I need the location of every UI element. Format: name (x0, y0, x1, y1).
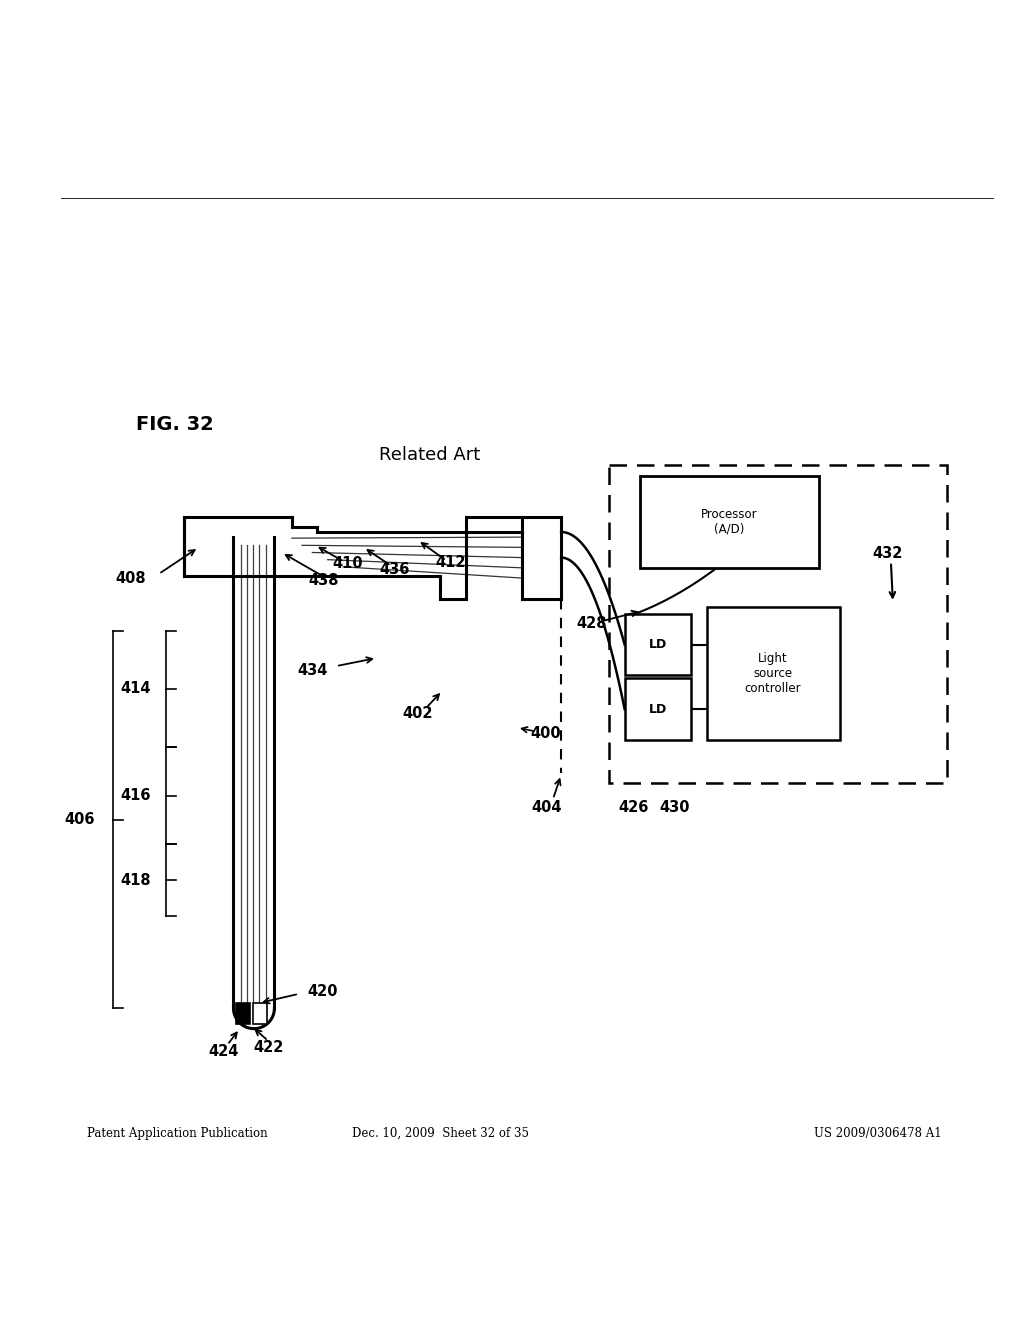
Text: 426: 426 (618, 800, 649, 814)
Text: 430: 430 (659, 800, 690, 814)
Bar (640, 475, 819, 568)
Text: 406: 406 (65, 812, 95, 828)
Text: 412: 412 (435, 556, 466, 570)
Text: US 2009/0306478 A1: US 2009/0306478 A1 (814, 1126, 942, 1139)
Text: 422: 422 (253, 1040, 284, 1055)
Text: 436: 436 (379, 562, 410, 577)
Text: Light
source
controller: Light source controller (744, 652, 802, 694)
Bar (236, 1003, 250, 1023)
Text: LD: LD (649, 638, 667, 651)
Bar (253, 1003, 267, 1023)
Text: Processor
(A/D): Processor (A/D) (701, 508, 758, 536)
Text: 410: 410 (333, 556, 364, 572)
Text: Patent Application Publication: Patent Application Publication (87, 1126, 267, 1139)
Text: Dec. 10, 2009  Sheet 32 of 35: Dec. 10, 2009 Sheet 32 of 35 (352, 1126, 528, 1139)
Text: 404: 404 (531, 800, 562, 814)
Bar (707, 607, 840, 741)
Text: 424: 424 (208, 1044, 239, 1059)
Text: FIG. 32: FIG. 32 (136, 414, 214, 434)
Text: 420: 420 (307, 985, 338, 999)
Text: 438: 438 (308, 573, 339, 587)
Text: 432: 432 (872, 546, 903, 561)
Text: 434: 434 (297, 663, 328, 677)
Bar (609, 466, 947, 783)
Text: Related Art: Related Art (380, 446, 480, 465)
Bar (625, 678, 691, 741)
Text: 414: 414 (120, 681, 151, 696)
Text: 402: 402 (402, 706, 433, 721)
Text: 408: 408 (116, 570, 146, 586)
Text: 418: 418 (120, 873, 151, 887)
Text: 400: 400 (530, 726, 561, 742)
Text: 416: 416 (120, 788, 151, 803)
Text: LD: LD (649, 702, 667, 715)
Bar (625, 614, 691, 676)
Text: 428: 428 (577, 615, 607, 631)
